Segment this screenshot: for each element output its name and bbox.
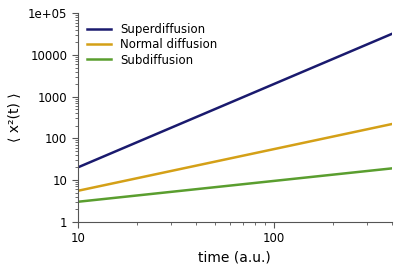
Normal diffusion — [202, 162, 207, 165]
Superdiffusion — [75, 166, 80, 169]
Superdiffusion — [326, 59, 330, 63]
Subdiffusion — [202, 187, 207, 190]
X-axis label: time (a.u.): time (a.u.) — [198, 251, 271, 265]
Line: Superdiffusion: Superdiffusion — [78, 34, 392, 167]
Line: Normal diffusion: Normal diffusion — [78, 124, 392, 191]
Subdiffusion — [326, 174, 330, 177]
Superdiffusion — [389, 32, 394, 35]
Normal diffusion — [75, 189, 80, 192]
Subdiffusion — [75, 200, 80, 203]
Subdiffusion — [291, 177, 296, 180]
Normal diffusion — [326, 136, 330, 139]
Subdiffusion — [107, 197, 112, 200]
Superdiffusion — [202, 112, 207, 115]
Normal diffusion — [389, 123, 394, 126]
Superdiffusion — [291, 74, 296, 78]
Normal diffusion — [107, 182, 112, 186]
Superdiffusion — [320, 62, 325, 65]
Subdiffusion — [389, 167, 394, 170]
Y-axis label: ⟨ x²(t) ⟩: ⟨ x²(t) ⟩ — [8, 93, 22, 142]
Normal diffusion — [291, 143, 296, 147]
Line: Subdiffusion: Subdiffusion — [78, 168, 392, 202]
Legend: Superdiffusion, Normal diffusion, Subdiffusion: Superdiffusion, Normal diffusion, Subdif… — [84, 19, 221, 70]
Superdiffusion — [214, 107, 218, 110]
Normal diffusion — [320, 137, 325, 140]
Normal diffusion — [214, 160, 218, 163]
Subdiffusion — [214, 185, 218, 189]
Superdiffusion — [107, 152, 112, 156]
Subdiffusion — [320, 174, 325, 177]
